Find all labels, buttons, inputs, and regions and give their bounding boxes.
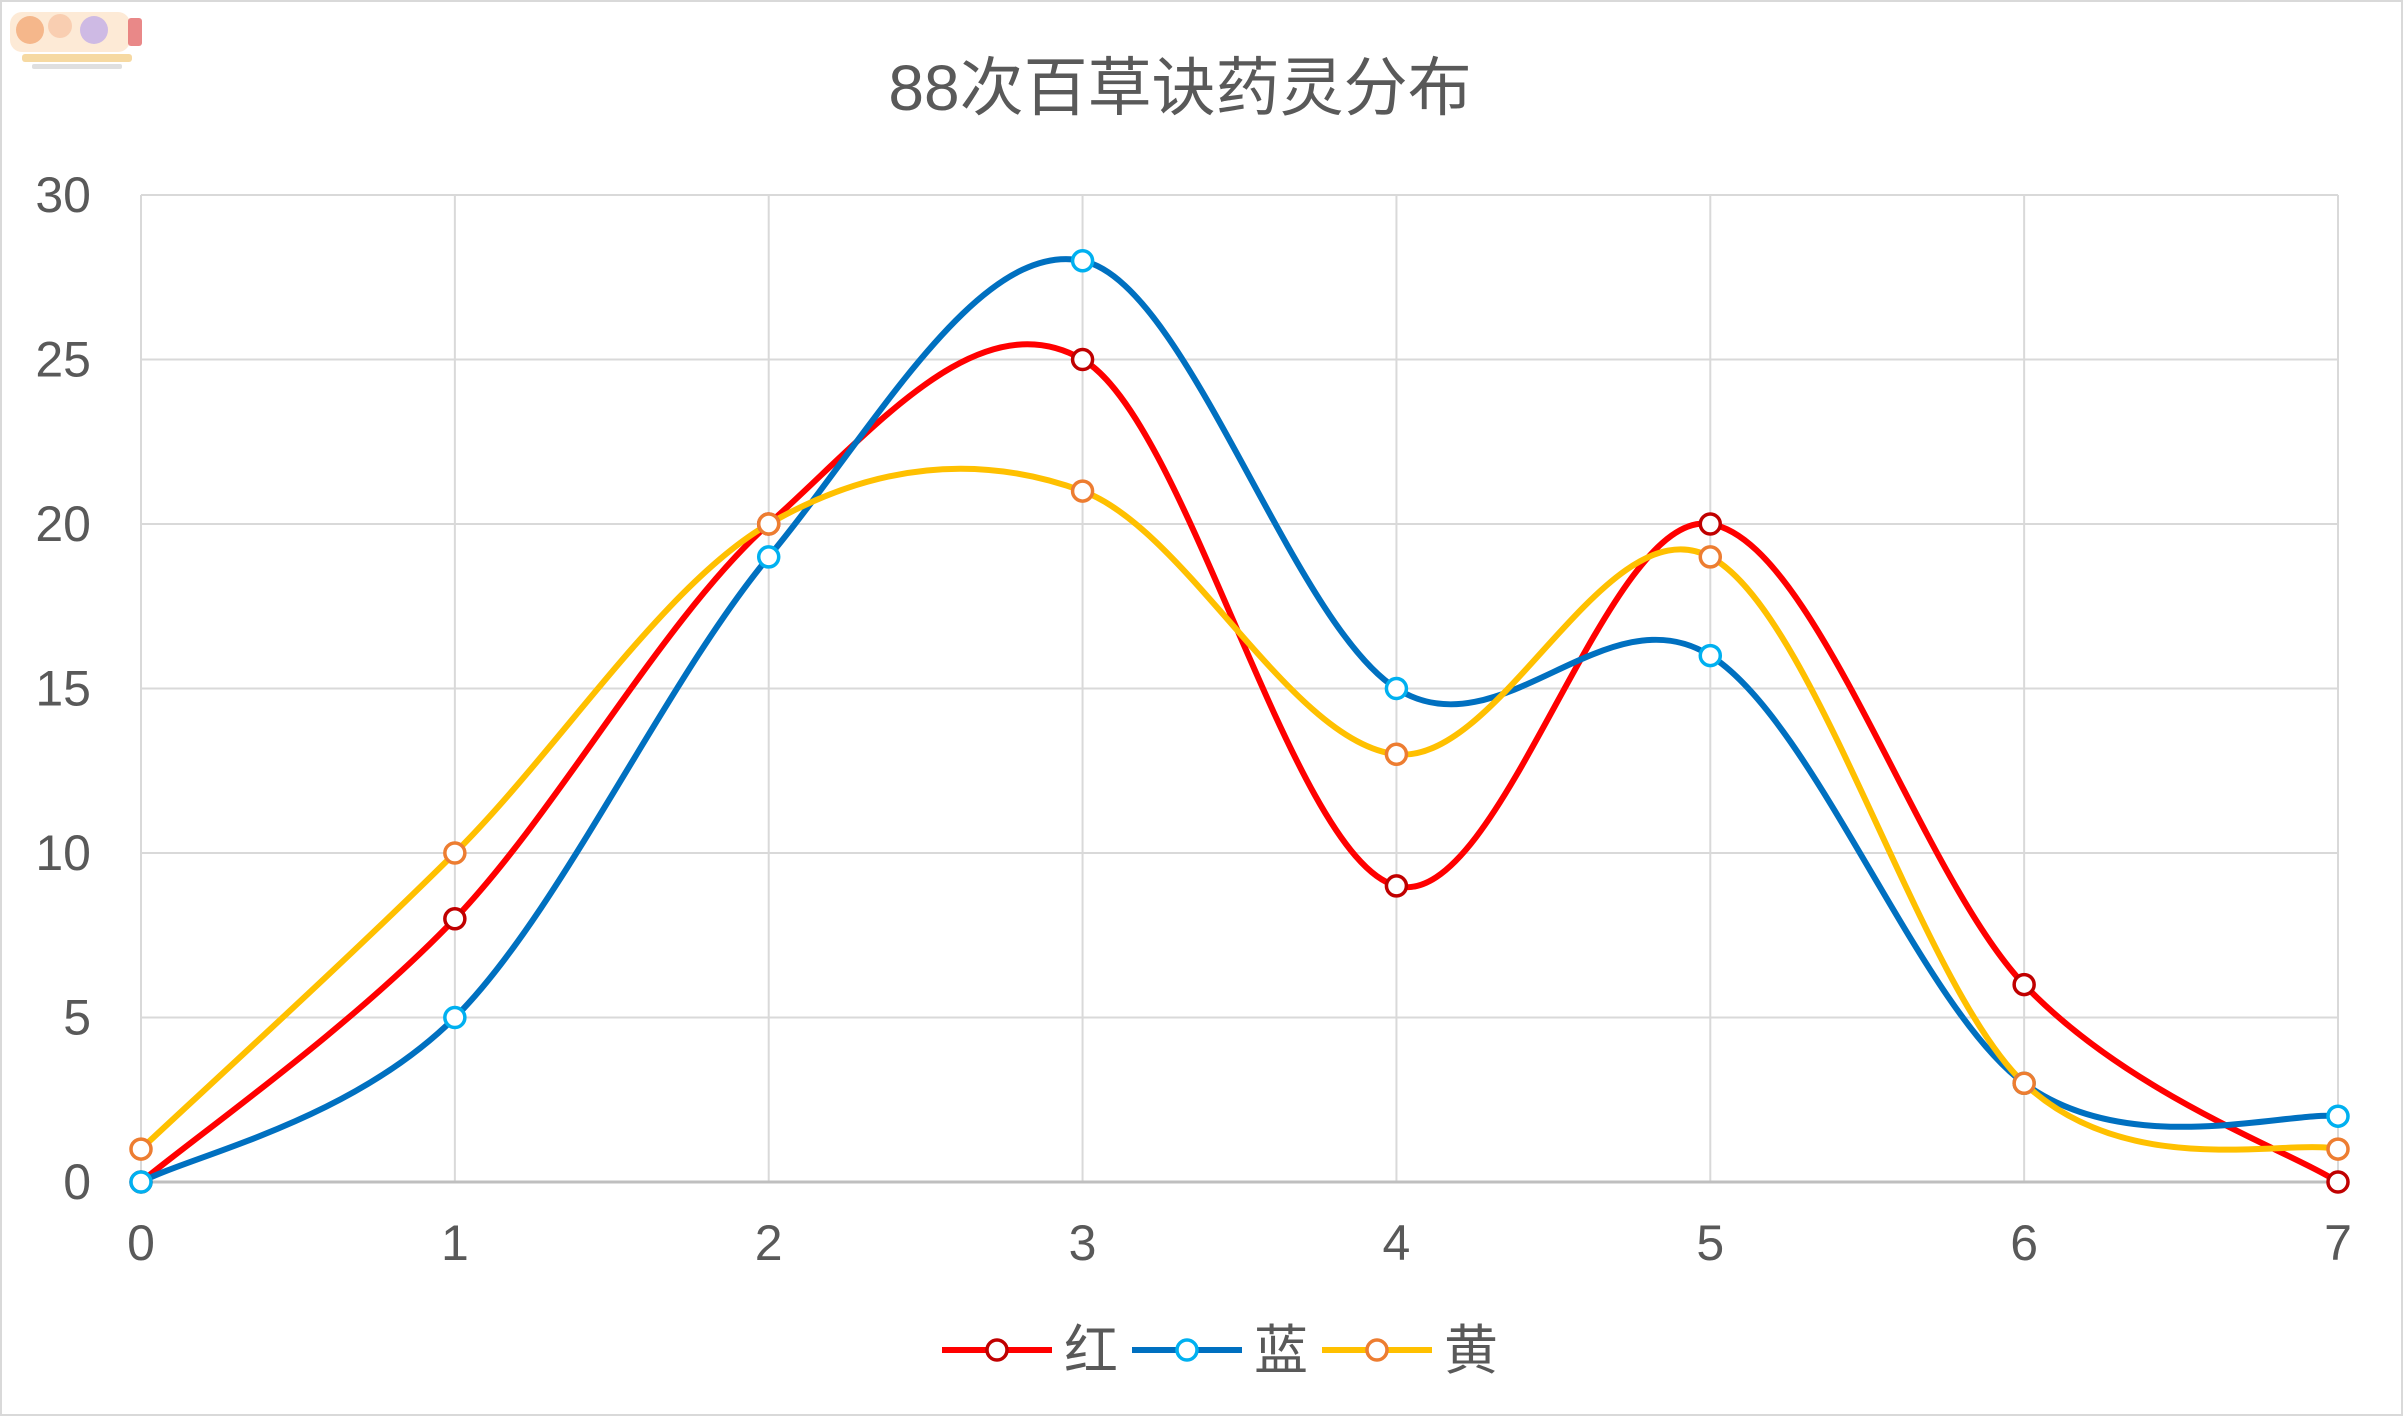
grid-lines bbox=[141, 194, 2339, 1182]
data-point-marker bbox=[1384, 742, 1409, 767]
chart-title: 88次百草诀药灵分布 bbox=[888, 52, 1471, 124]
data-point-marker bbox=[2326, 1170, 2350, 1194]
series-line-2 bbox=[138, 465, 2341, 1153]
data-point-marker bbox=[1070, 249, 1095, 273]
data-point-marker bbox=[2012, 972, 2036, 997]
data-point-marker bbox=[1698, 643, 1723, 668]
data-point-marker bbox=[1698, 545, 1723, 569]
x-tick-label: 4 bbox=[1383, 1215, 1411, 1271]
data-point-marker bbox=[756, 545, 781, 569]
y-tick-label: 20 bbox=[35, 496, 91, 552]
data-point-marker bbox=[1384, 874, 1409, 898]
data-markers bbox=[129, 249, 2350, 1194]
data-point-marker bbox=[129, 1170, 153, 1194]
x-tick-label: 3 bbox=[1069, 1215, 1097, 1271]
y-tick-label: 10 bbox=[35, 825, 91, 881]
x-tick-label: 2 bbox=[755, 1215, 783, 1271]
data-point-marker bbox=[1698, 512, 1723, 536]
data-point-marker bbox=[756, 512, 781, 536]
series-lines bbox=[138, 256, 2341, 1185]
legend: 红蓝黄 bbox=[942, 1319, 1498, 1382]
data-point-marker bbox=[443, 907, 467, 931]
data-point-marker bbox=[443, 841, 467, 865]
x-tick-labels: 0 1 2 3 4 5 6 7 bbox=[127, 1215, 2352, 1271]
legend-label-1: 蓝 bbox=[1254, 1319, 1308, 1382]
data-point-marker bbox=[443, 1005, 467, 1030]
data-point-marker bbox=[2326, 1137, 2350, 1161]
legend-marker-0 bbox=[985, 1338, 1009, 1362]
y-tick-label: 0 bbox=[63, 1154, 91, 1210]
x-tick-label: 5 bbox=[1696, 1215, 1724, 1271]
data-point-marker bbox=[129, 1137, 153, 1161]
legend-marker-1 bbox=[1175, 1338, 1199, 1362]
x-tick-label: 6 bbox=[2010, 1215, 2038, 1271]
data-point-marker bbox=[1070, 347, 1095, 372]
axes bbox=[140, 195, 2338, 1184]
legend-label-2: 黄 bbox=[1444, 1319, 1498, 1382]
y-tick-labels: 0 5 10 15 20 25 30 bbox=[35, 167, 91, 1210]
x-tick-label: 1 bbox=[441, 1215, 469, 1271]
data-point-marker bbox=[2012, 1071, 2036, 1096]
x-tick-label: 7 bbox=[2324, 1215, 2352, 1271]
game-logo-watermark-icon bbox=[10, 12, 142, 69]
legend-marker-2 bbox=[1365, 1338, 1389, 1362]
y-tick-label: 30 bbox=[35, 167, 91, 223]
x-tick-label: 0 bbox=[127, 1215, 155, 1271]
y-tick-label: 15 bbox=[35, 661, 91, 717]
y-tick-label: 5 bbox=[63, 990, 91, 1046]
legend-label-0: 红 bbox=[1064, 1319, 1118, 1382]
data-point-marker bbox=[2326, 1104, 2350, 1128]
series-line-0 bbox=[138, 341, 2341, 1185]
data-point-marker bbox=[1384, 676, 1409, 701]
data-point-marker bbox=[1070, 479, 1095, 503]
y-tick-label: 25 bbox=[35, 332, 91, 388]
series-line-1 bbox=[138, 256, 2341, 1185]
